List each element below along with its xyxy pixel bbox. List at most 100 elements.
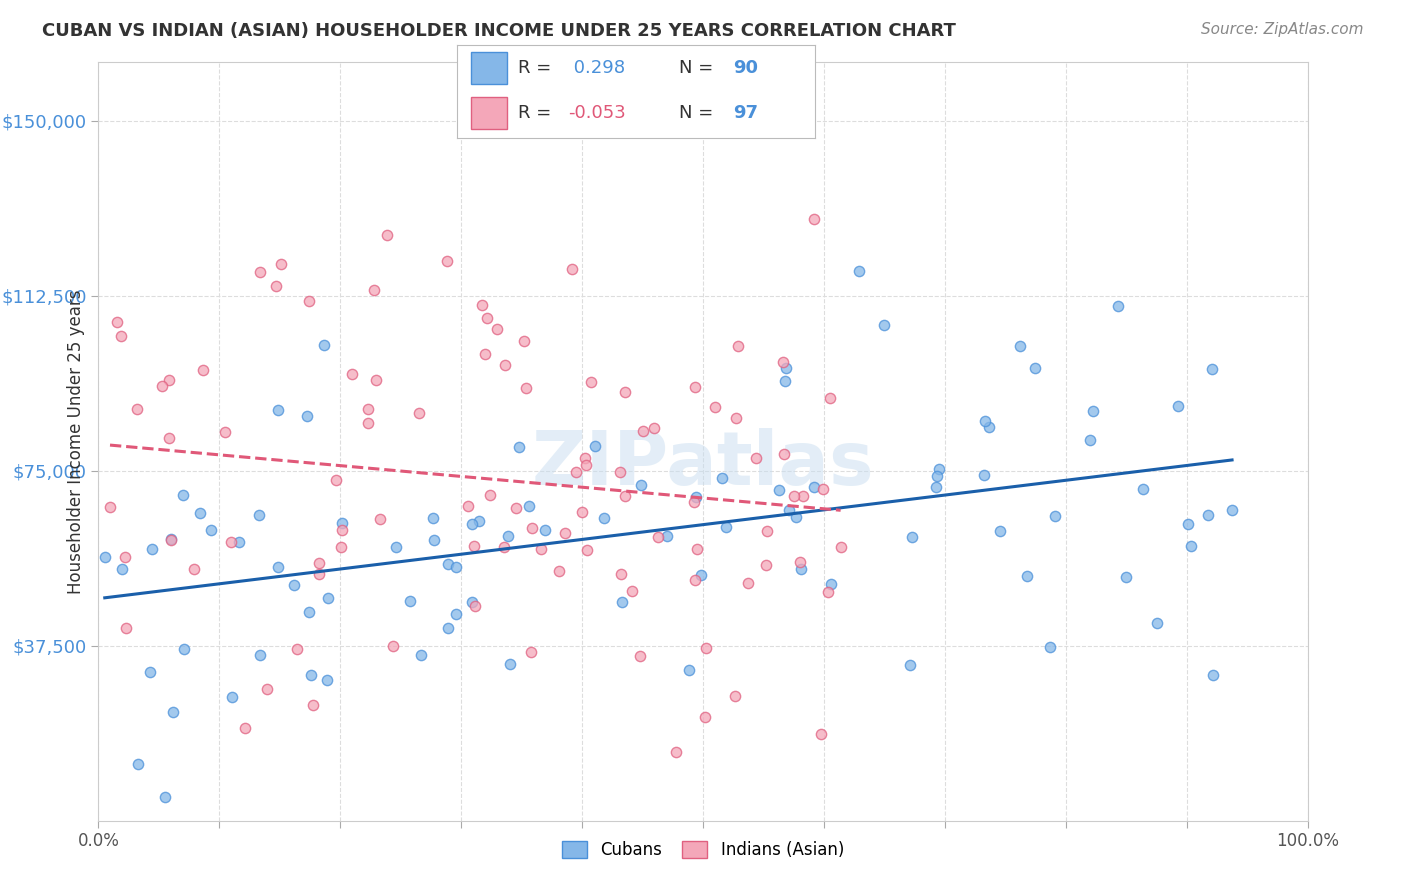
Point — [114, 549, 136, 564]
Point — [188, 506, 211, 520]
Point — [492, 540, 515, 554]
Text: N =: N = — [679, 104, 720, 122]
Point — [517, 499, 540, 513]
Text: R =: R = — [517, 104, 557, 122]
Point — [631, 424, 654, 438]
Legend: Cubans, Indians (Asian): Cubans, Indians (Asian) — [555, 834, 851, 865]
Point — [772, 355, 794, 369]
Text: 97: 97 — [733, 104, 758, 122]
Point — [900, 657, 922, 672]
Point — [247, 508, 270, 522]
Point — [302, 698, 325, 713]
Point — [94, 549, 117, 564]
Point — [266, 403, 288, 417]
Point — [678, 664, 700, 678]
Point — [554, 526, 576, 541]
Point — [803, 480, 825, 494]
Bar — [471, 52, 508, 84]
Point — [683, 574, 706, 588]
Point — [153, 790, 176, 805]
Point — [643, 421, 665, 435]
Point — [98, 500, 121, 514]
Point — [710, 471, 733, 485]
Point — [1197, 508, 1219, 522]
Point — [330, 516, 353, 530]
Point — [1008, 339, 1031, 353]
Point — [1107, 299, 1129, 313]
Point — [110, 329, 132, 343]
Point — [193, 362, 215, 376]
Point — [1201, 361, 1223, 376]
Point — [695, 710, 717, 724]
Point — [139, 665, 162, 679]
Point — [1083, 403, 1105, 417]
Point — [683, 495, 706, 509]
Point — [783, 489, 806, 503]
Text: -0.053: -0.053 — [568, 104, 626, 122]
Point — [817, 585, 839, 599]
Point — [778, 502, 800, 516]
Point — [561, 262, 583, 277]
Point — [221, 690, 243, 705]
Point — [111, 561, 134, 575]
Point — [505, 500, 527, 515]
Point — [848, 263, 870, 277]
Point — [1220, 503, 1243, 517]
Text: N =: N = — [679, 59, 720, 77]
Point — [1078, 434, 1101, 448]
Point — [444, 607, 467, 622]
Point — [315, 673, 337, 687]
Point — [657, 529, 679, 543]
Point — [233, 721, 256, 735]
Point — [548, 564, 571, 578]
Point — [534, 523, 557, 537]
Point — [368, 512, 391, 526]
Point — [1024, 361, 1046, 376]
Point — [515, 380, 537, 394]
Point — [695, 641, 717, 656]
Point — [508, 440, 530, 454]
Point — [308, 567, 330, 582]
Point — [249, 648, 271, 663]
Point — [1132, 483, 1154, 497]
Point — [173, 641, 195, 656]
Point — [612, 595, 634, 609]
Point — [745, 450, 768, 465]
Point — [478, 488, 501, 502]
Point — [614, 384, 637, 399]
Point — [298, 294, 321, 309]
Point — [565, 465, 588, 479]
Point — [160, 532, 183, 546]
Point — [925, 480, 948, 494]
Point — [494, 358, 516, 372]
Point — [308, 556, 330, 570]
Point — [1039, 640, 1062, 654]
Point — [496, 529, 519, 543]
Point — [1043, 509, 1066, 524]
Point — [609, 466, 631, 480]
Point — [1146, 615, 1168, 630]
Point — [818, 392, 841, 406]
Point — [1201, 668, 1223, 682]
Point — [325, 474, 347, 488]
Point — [792, 489, 814, 503]
Point — [249, 265, 271, 279]
Point — [363, 283, 385, 297]
Point — [683, 380, 706, 394]
Point — [725, 411, 748, 425]
Point — [422, 510, 444, 524]
Point — [621, 584, 644, 599]
Point — [928, 462, 950, 476]
Point — [467, 514, 489, 528]
Point — [647, 530, 669, 544]
Point — [630, 478, 652, 492]
Point — [665, 746, 688, 760]
Point — [520, 645, 543, 659]
Point — [581, 375, 603, 389]
Point — [214, 425, 236, 440]
Point — [152, 379, 174, 393]
Point — [576, 543, 599, 558]
Point — [270, 257, 292, 271]
Text: CUBAN VS INDIAN (ASIAN) HOUSEHOLDER INCOME UNDER 25 YEARS CORRELATION CHART: CUBAN VS INDIAN (ASIAN) HOUSEHOLDER INCO… — [42, 22, 956, 40]
Point — [127, 401, 149, 416]
